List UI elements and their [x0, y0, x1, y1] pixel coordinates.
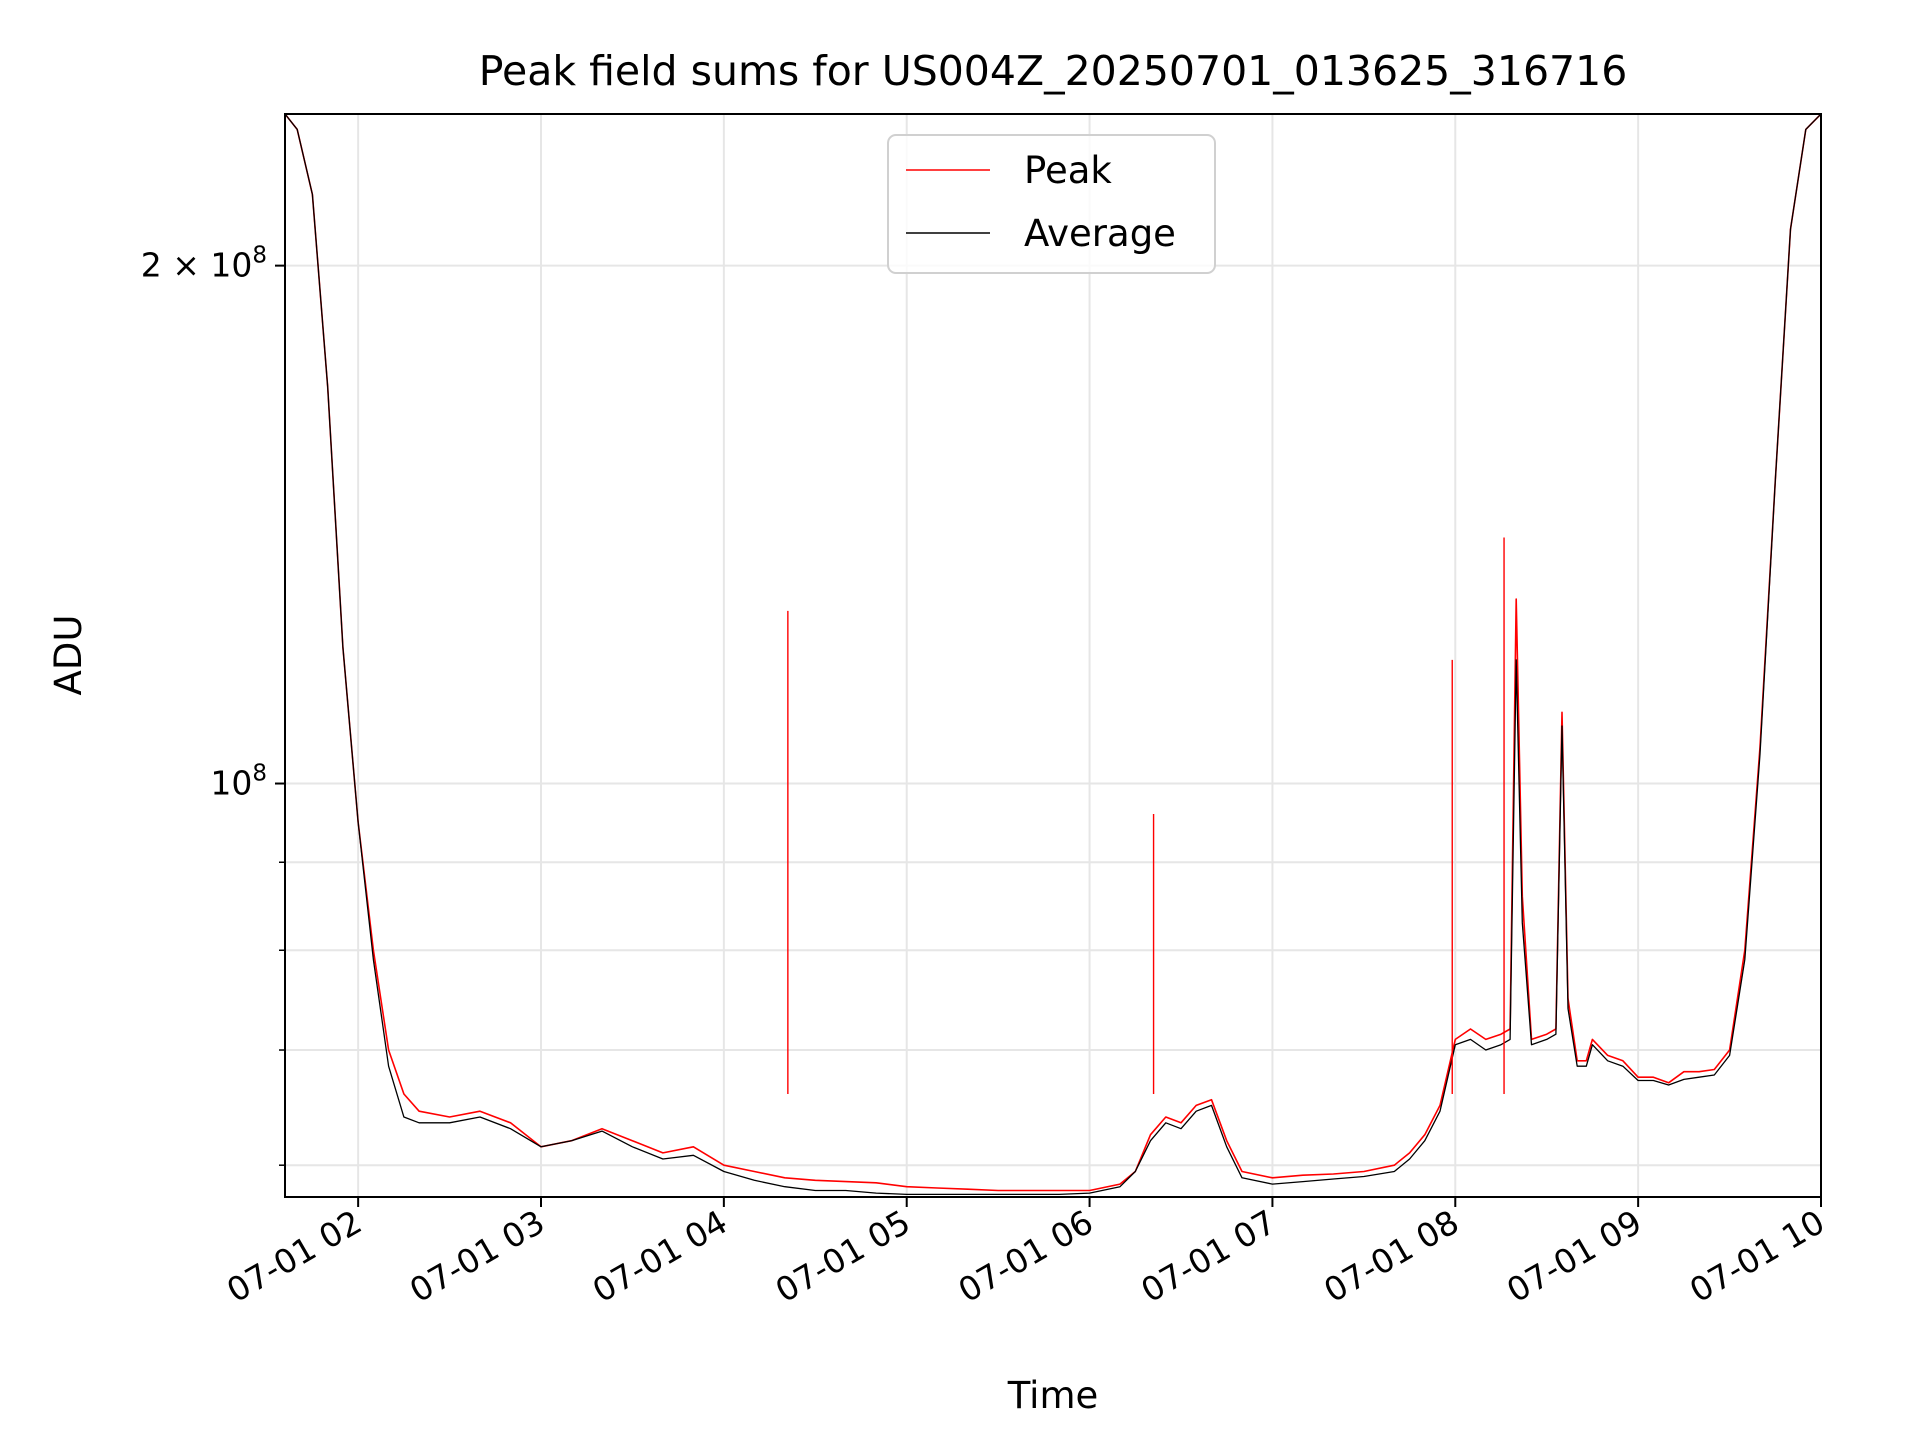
series-layer	[285, 114, 1821, 1196]
y-tick-label: 2 × 108	[141, 243, 267, 285]
legend-label-peak: Peak	[1024, 149, 1112, 192]
series-line-average	[285, 114, 1821, 1196]
x-axis-title: Time	[1007, 1374, 1099, 1417]
plot-frame	[284, 113, 1822, 1198]
chart-title: Peak field sums for US004Z_20250701_0136…	[479, 47, 1628, 95]
legend: Peak Average	[887, 134, 1216, 274]
legend-label-average: Average	[1024, 212, 1176, 255]
y-axis-title: ADU	[47, 615, 90, 696]
y-tick-label: 108	[210, 761, 267, 803]
